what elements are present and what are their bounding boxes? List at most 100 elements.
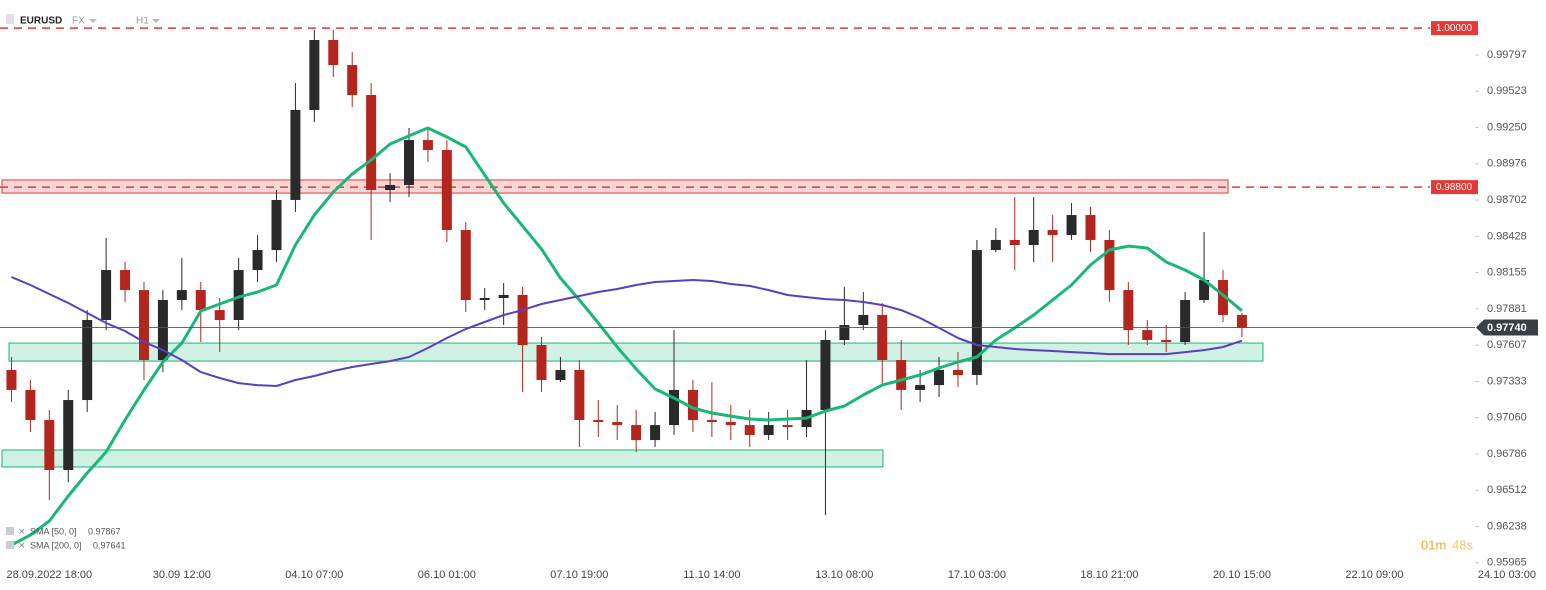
x-tick-label: 30.09 12:00 (153, 569, 211, 581)
candle-body (1199, 279, 1210, 300)
candle-body (82, 319, 93, 401)
candle-body (536, 345, 547, 381)
candle-body (1104, 239, 1115, 291)
level-label-box (1431, 21, 1478, 36)
x-tick-label: 06.10 01:00 (418, 569, 476, 581)
x-tick-label: 13.10 08:00 (815, 569, 873, 581)
y-tick-label: 0.97333 (1487, 375, 1527, 387)
candle-body (971, 250, 982, 375)
level-label-box (1431, 180, 1478, 195)
y-tick-label: 0.96786 (1487, 448, 1527, 460)
y-tick-label: 0.97060 (1487, 412, 1527, 424)
candle-body (1180, 299, 1191, 342)
dropdown-arrow[interactable] (89, 19, 97, 23)
candle-body (101, 270, 112, 320)
y-tick-label: 0.95965 (1487, 557, 1527, 569)
candle-body (176, 290, 187, 300)
y-tick-label: 0.97607 (1487, 339, 1527, 351)
symbol-icon (6, 14, 14, 24)
current-price-label: 0.97740 (1487, 322, 1527, 334)
x-tick-label: 04.10 07:00 (285, 569, 343, 581)
current-price-box (1476, 319, 1538, 336)
candle-body (669, 389, 680, 426)
candle-body (725, 422, 736, 426)
x-tick-label: 22.10 09:00 (1345, 569, 1403, 581)
candle-body (896, 360, 907, 390)
candle-body (990, 239, 1001, 251)
legend-value: 0.97641 (93, 540, 126, 550)
candle-body (1142, 330, 1153, 341)
y-tick-label: 0.97881 (1487, 303, 1527, 315)
candle-body (460, 230, 471, 300)
zone (8, 342, 1264, 362)
x-tick-label: 28.09.2022 18:00 (7, 569, 93, 581)
sma-line (10, 126, 1243, 547)
candle-body (517, 294, 528, 346)
candle-body (952, 369, 963, 375)
candle-body (1123, 290, 1134, 331)
legend-label: SMA [200, 0] (30, 540, 82, 550)
symbol[interactable]: EURUSD (20, 16, 62, 27)
candle-body (44, 420, 55, 470)
y-tick-label: 0.96238 (1487, 520, 1527, 532)
candle-body (555, 369, 566, 381)
candle-body (839, 325, 850, 341)
candle-body (138, 290, 149, 361)
zone (1, 449, 884, 468)
candle-body (877, 314, 888, 361)
candle-body (214, 310, 225, 320)
y-tick-label: 0.99797 (1487, 49, 1527, 61)
y-tick-label: 0.98428 (1487, 230, 1527, 242)
candle-body (1236, 314, 1247, 328)
level-label: 1.00000 (1436, 23, 1473, 34)
indicator-icon (6, 541, 14, 549)
x-tick-label: 24.10 03:00 (1478, 569, 1536, 581)
y-tick-label: 0.98702 (1487, 194, 1527, 206)
timer-minutes: 01m (1421, 537, 1446, 552)
candle-body (157, 299, 168, 361)
plot-area: 1.00000 0.98800 (0, 21, 1478, 547)
legend-label: SMA [50, 0] (30, 526, 77, 536)
candle-body (593, 420, 604, 423)
candle-body (858, 314, 869, 326)
dropdown-arrow[interactable] (152, 19, 160, 23)
x-tick-label: 18.10 21:00 (1080, 569, 1138, 581)
candle-body (1066, 215, 1077, 236)
candle-body (195, 290, 206, 311)
close-icon[interactable]: ✕ (18, 526, 26, 536)
level-label: 0.98800 (1436, 182, 1473, 193)
legend-value: 0.97867 (88, 526, 121, 536)
candle-body (687, 389, 698, 421)
candle-body (763, 425, 774, 436)
candle-body (820, 340, 831, 410)
close-icon[interactable]: ✕ (18, 540, 26, 550)
candle-body (479, 298, 490, 300)
candle-body (1028, 230, 1039, 246)
candle-body (612, 422, 623, 426)
candle-body (422, 140, 433, 150)
candle-body (233, 270, 244, 320)
candle-body (252, 250, 263, 271)
candle-body (915, 385, 926, 390)
candle-body (441, 149, 452, 231)
interval[interactable]: H1 (136, 16, 149, 27)
candle-body (290, 109, 301, 200)
candle-body (6, 369, 17, 390)
candle-body (1047, 230, 1058, 236)
candle-body (1085, 215, 1096, 240)
candle-body (385, 184, 396, 191)
candle-body (25, 389, 36, 421)
candle-body (403, 140, 414, 185)
y-tick-label: 0.98155 (1487, 266, 1527, 278)
candle-body (631, 425, 642, 441)
market: FX (72, 16, 85, 27)
candle-body (706, 420, 717, 423)
candle-body (498, 294, 509, 299)
candle-body (271, 199, 282, 251)
candle-body (650, 425, 661, 441)
x-tick-label: 17.10 03:00 (948, 569, 1006, 581)
x-tick-label: 20.10 15:00 (1213, 569, 1271, 581)
candle-body (574, 369, 585, 421)
